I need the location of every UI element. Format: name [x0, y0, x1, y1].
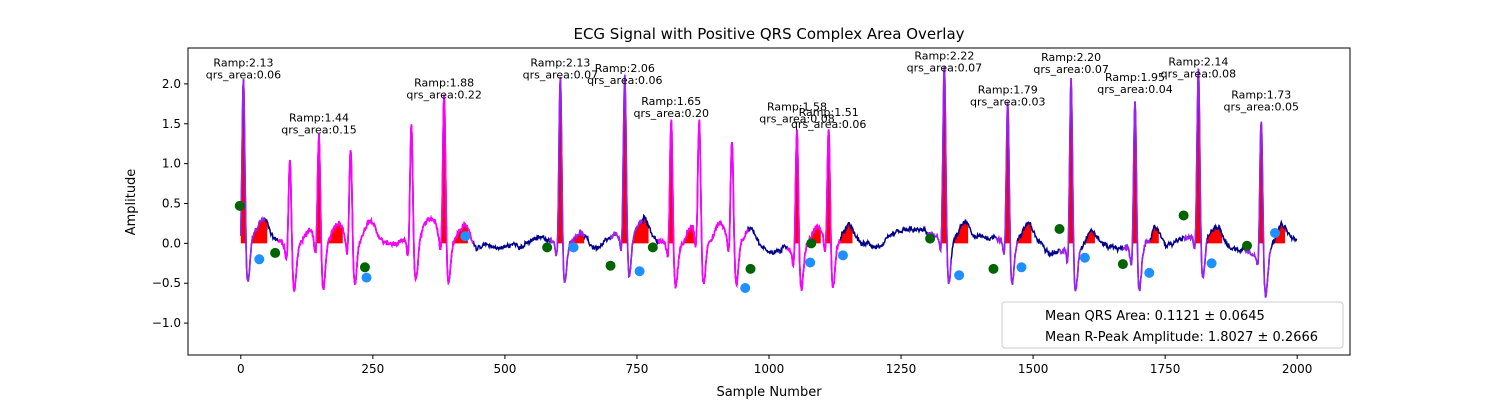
- peak-amplitude-label-9: Ramp:2.22: [914, 49, 974, 62]
- x-tick-label: 1000: [754, 362, 785, 376]
- y-tick-label: −1.0: [152, 316, 181, 330]
- qrs-onset-marker-12: [1117, 259, 1128, 270]
- chart-title: ECG Signal with Positive QRS Complex Are…: [573, 25, 964, 43]
- qrs-segment-9: [1058, 77, 1082, 292]
- peak-amplitude-label-3: Ramp:1.88: [414, 76, 474, 89]
- qrs-offset-marker-5: [634, 266, 645, 277]
- peak-amplitude-label-1: Ramp:2.13: [213, 57, 273, 70]
- x-tick-label: 1250: [886, 362, 917, 376]
- peak-amplitude-label-10: Ramp:1.79: [978, 84, 1038, 97]
- y-tick-label: 1.5: [162, 117, 181, 131]
- qrs-onset-marker-2: [270, 247, 281, 258]
- x-tick-label: 1750: [1150, 362, 1181, 376]
- qrs-onset-marker-4: [542, 242, 553, 253]
- qrs-offset-marker-10: [1016, 262, 1027, 273]
- qrs-segment-alt-2: [657, 119, 749, 289]
- legend-entry-qrs-area: Mean QRS Area: 0.1121 ± 0.0645: [1045, 309, 1265, 324]
- peak-area-label-14: qrs_area:0.05: [1224, 100, 1299, 113]
- qrs-offset-marker-2: [361, 272, 372, 283]
- qrs-segment-alt-3: [786, 129, 842, 291]
- peak-amplitude-label-6: Ramp:1.65: [641, 95, 701, 108]
- y-tick-label: 1.0: [162, 157, 181, 171]
- qrs-onset-marker-3: [359, 262, 370, 273]
- qrs-segment-10: [1122, 101, 1151, 292]
- qrs-offset-marker-14: [1269, 227, 1280, 238]
- peak-area-label-12: qrs_area:0.04: [1097, 83, 1172, 96]
- peak-amplitude-label-7: Ramp:1.58: [767, 100, 827, 113]
- qrs-segment-8: [995, 101, 1018, 285]
- peak-area-label-11: qrs_area:0.07: [1033, 63, 1108, 76]
- peak-amplitude-label-8: Ramp:1.51: [799, 106, 859, 119]
- y-tick-label: 0.0: [162, 236, 181, 250]
- y-axis: −1.0 −0.5 0.0 0.5 1.0 1.5 2.0: [152, 77, 188, 330]
- peak-area-label-9: qrs_area:0.07: [907, 61, 982, 74]
- qrs-offset-marker-4: [568, 242, 579, 253]
- qrs-onset-marker-5: [605, 260, 616, 271]
- x-tick-label: 0: [237, 362, 245, 376]
- legend-entry-r-peak: Mean R-Peak Amplitude: 1.8027 ± 0.2666: [1045, 330, 1318, 345]
- peak-amplitude-label-12: Ramp:1.95: [1105, 71, 1165, 84]
- peak-area-label-8: qrs_area:0.06: [791, 118, 866, 131]
- qrs-offset-marker-8: [837, 250, 848, 261]
- peak-amplitude-label-4: Ramp:2.13: [530, 57, 590, 70]
- qrs-segment-11: [1182, 68, 1209, 280]
- qrs-onset-marker-9: [925, 233, 936, 244]
- peak-area-label-10: qrs_area:0.03: [970, 96, 1045, 109]
- x-axis-label: Sample Number: [716, 385, 822, 400]
- qrs-onset-marker-13: [1178, 210, 1189, 221]
- y-tick-label: 2.0: [162, 77, 181, 91]
- qrs-offset-marker-1: [254, 254, 265, 265]
- legend: Mean QRS Area: 0.1121 ± 0.0645 Mean R-Pe…: [1001, 301, 1344, 349]
- qrs-area-7: [791, 129, 821, 244]
- x-axis: 0 250 500 750 1000 1250 1500 1750 2000: [237, 355, 1312, 376]
- peak-area-label-4: qrs_area:0.07: [523, 69, 598, 82]
- qrs-offset-marker-11: [1079, 252, 1090, 263]
- qrs-segment-alt-1: [277, 94, 474, 293]
- qrs-offset-marker-12: [1144, 267, 1155, 278]
- peak-area-label-5: qrs_area:0.06: [587, 74, 662, 87]
- qrs-offset-marker-6: [740, 283, 751, 294]
- qrs-onset-marker-10: [988, 263, 999, 274]
- qrs-offset-marker-13: [1206, 258, 1217, 269]
- peak-area-label-6: qrs_area:0.20: [634, 107, 709, 120]
- qrs-offset-marker-3: [460, 231, 471, 242]
- peak-area-label-13: qrs_area:0.08: [1161, 68, 1236, 81]
- qrs-onset-marker-11: [1054, 224, 1065, 235]
- peak-area-label-1: qrs_area:0.06: [206, 69, 281, 82]
- qrs-onset-marker-7: [745, 263, 756, 274]
- qrs-area-14: [1255, 121, 1286, 244]
- peak-area-label-7: qrs_area:0.08: [759, 112, 834, 125]
- y-axis-label: Amplitude: [124, 169, 139, 236]
- legend-box: [1001, 301, 1344, 349]
- peak-amplitude-label-5: Ramp:2.06: [595, 62, 655, 75]
- qrs-segment-3: [549, 76, 585, 283]
- y-tick-label: 0.5: [162, 196, 181, 210]
- qrs-segment-4: [609, 74, 643, 279]
- peak-area-label-2: qrs_area:0.15: [281, 124, 356, 137]
- qrs-onset-marker-1: [234, 200, 245, 211]
- qrs-onset-marker-14: [1242, 240, 1253, 251]
- peak-amplitude-label-13: Ramp:2.14: [1168, 56, 1228, 69]
- peak-amplitude-label-2: Ramp:1.44: [289, 112, 349, 125]
- qrs-offset-marker-9: [954, 270, 965, 281]
- peak-area-label-3: qrs_area:0.22: [406, 88, 481, 101]
- qrs-onset-marker-8: [806, 238, 817, 249]
- x-tick-label: 750: [626, 362, 649, 376]
- x-tick-label: 1500: [1018, 362, 1049, 376]
- x-tick-label: 500: [493, 362, 516, 376]
- qrs-segment-1: [240, 79, 266, 282]
- x-tick-label: 2000: [1282, 362, 1313, 376]
- y-tick-label: −0.5: [152, 276, 181, 290]
- qrs-segment-12: [1243, 121, 1272, 298]
- peak-amplitude-label-11: Ramp:2.20: [1041, 51, 1101, 64]
- plot-layer: Ramp:2.13qrs_area:0.06Ramp:1.44qrs_area:…: [206, 49, 1299, 298]
- qrs-offset-marker-7: [805, 257, 816, 268]
- x-tick-label: 250: [361, 362, 384, 376]
- qrs-onset-marker-6: [647, 242, 658, 253]
- peak-amplitude-label-14: Ramp:1.73: [1231, 88, 1291, 101]
